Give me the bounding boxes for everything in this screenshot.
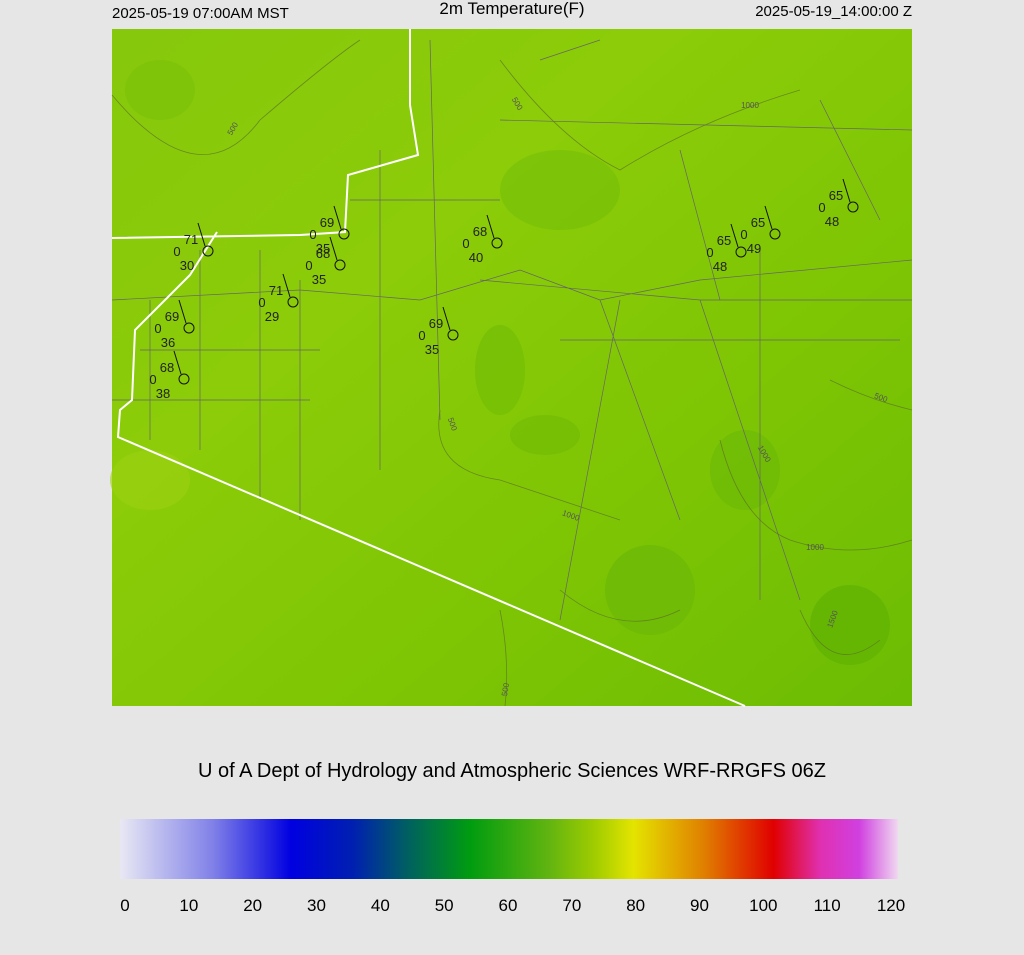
station-dewpoint: 35 [316,241,330,256]
station-circle [847,201,859,213]
wind-barb [486,214,495,239]
station-value: 0 [462,236,469,251]
wind-barb [730,223,739,248]
station-value: 0 [309,227,316,242]
station-temp: 69 [320,215,334,230]
wind-barb [764,205,773,230]
station-dewpoint: 40 [469,250,483,265]
station-value: 0 [258,295,265,310]
station-circle [769,228,781,240]
station-temp: 71 [269,283,283,298]
colorbar-tick-label: 90 [690,896,709,915]
station-temp: 71 [184,232,198,247]
station-circle [334,259,346,271]
colorbar-tick-label: 100 [749,896,777,915]
station-dewpoint: 35 [425,342,439,357]
contour-label: 500 [446,416,459,432]
station-temp: 69 [429,316,443,331]
wind-barb [178,299,187,324]
station-circle [202,245,214,257]
station-temp: 65 [717,233,731,248]
station-dewpoint: 49 [747,241,761,256]
valid-time-utc: 2025-05-19_14:00:00 Z [755,3,912,20]
wind-barb [282,273,291,298]
station-circle [491,237,503,249]
colorbar-tick-label: 80 [626,896,645,915]
station-dewpoint: 35 [312,272,326,287]
map: 7103069035680357102969036680386903568040… [110,29,913,707]
field-patch [475,325,525,415]
station-temp: 69 [165,309,179,324]
field-patch [810,585,890,665]
station-dewpoint: 48 [825,214,839,229]
station-dewpoint: 38 [156,386,170,401]
station-temp: 68 [473,224,487,239]
boundary [111,29,746,707]
field-patch [110,450,190,510]
station-dewpoint: 30 [180,258,194,273]
credit: U of A Dept of Hydrology and Atmospheric… [198,760,826,782]
field-patch [125,60,195,120]
wind-barb [173,350,182,375]
station-dewpoint: 36 [161,335,175,350]
station-circle [178,373,190,385]
wind-barb [842,178,851,203]
field-patch [500,150,620,230]
station-value: 0 [740,227,747,242]
map-title: 2m Temperature(F) [439,0,584,18]
contour-label: 1000 [741,101,759,110]
station-circle [447,329,459,341]
station-value: 0 [818,200,825,215]
station-dewpoint: 48 [713,259,727,274]
valid-time-local: 2025-05-19 07:00AM MST [112,5,289,22]
station-value: 0 [149,372,156,387]
field-patch [710,430,780,510]
colorbar-ticks: 0 10 20 30 40 50 60 70 80 90 100 110 120 [120,896,905,915]
station-circle [183,322,195,334]
station-value: 0 [154,321,161,336]
colorbar-tick-label: 10 [179,896,198,915]
contour-label: 500 [500,682,511,697]
station-value: 0 [305,258,312,273]
station-value: 0 [418,328,425,343]
field-patch [605,545,695,635]
colorbar-tick-label: 70 [562,896,581,915]
roads [111,39,913,621]
field-patch [510,415,580,455]
station-circle [735,246,747,258]
wind-barb [197,222,206,247]
colorbar-tick-label: 40 [371,896,390,915]
elevation-contours [111,39,913,707]
contour-label: 500 [873,391,889,404]
wind-barb [329,236,338,261]
colorbar-tick-label: 120 [877,896,905,915]
station-value: 0 [173,244,180,259]
station-dewpoint: 29 [265,309,279,324]
colorbar-tick-label: 50 [435,896,454,915]
wind-barb [333,205,342,230]
station-circle [287,296,299,308]
colorbar-tick-label: 30 [307,896,326,915]
colorbar [120,819,898,879]
colorbar-tick-label: 0 [120,896,129,915]
station-plots: 7103069035680357102969036680386903568040… [149,178,859,401]
wind-barb [442,306,451,331]
station-circle [338,228,350,240]
station-temp: 68 [316,246,330,261]
station-temp: 65 [829,188,843,203]
colorbar-tick-label: 20 [243,896,262,915]
colorbar-tick-label: 110 [814,896,841,915]
station-temp: 65 [751,215,765,230]
contour-label: 1000 [806,543,824,552]
station-temp: 68 [160,360,174,375]
station-value: 0 [706,245,713,260]
colorbar-tick-label: 60 [499,896,518,915]
